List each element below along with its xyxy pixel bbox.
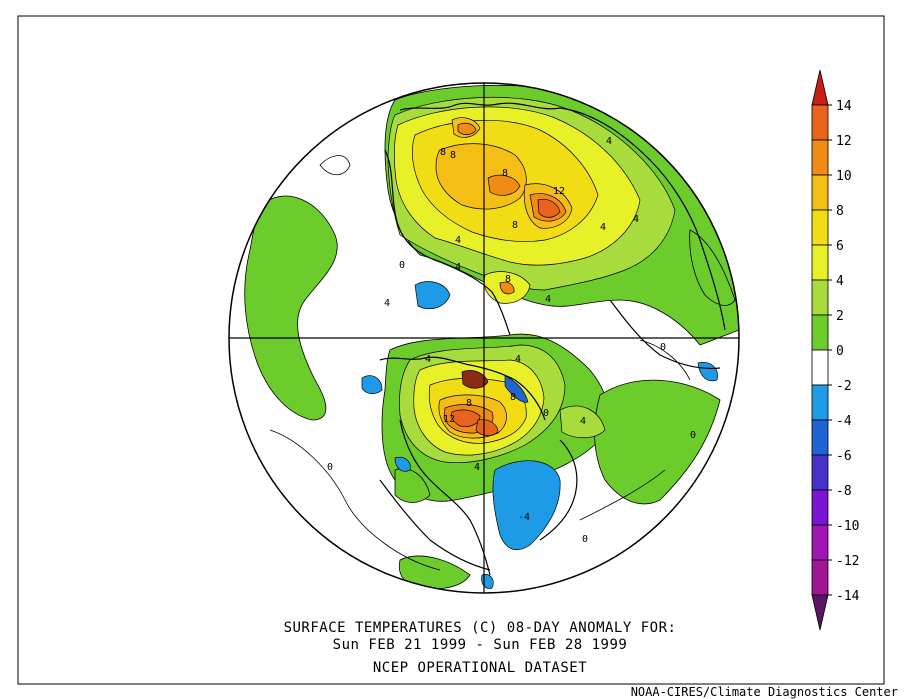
caption-line-2: Sun FEB 21 1999 - Sun FEB 28 1999: [332, 637, 628, 653]
anomaly-fill-neg2-neg4: [361, 281, 718, 589]
contour-label: 4: [600, 222, 606, 233]
caption-line-1: SURFACE TEMPERATURES (C) 08-DAY ANOMALY …: [283, 620, 677, 636]
caption-line-3: NCEP OPERATIONAL DATASET: [372, 660, 588, 676]
contour-label: 4: [545, 294, 551, 305]
colorbar-tick-label: 2: [836, 309, 844, 324]
colorbar-tick-label: -14: [836, 589, 860, 604]
contour-label: 8: [450, 150, 456, 161]
colorbar-bin: [811, 209, 829, 246]
colorbar-bin: [811, 454, 829, 491]
contour-label: 8: [510, 392, 516, 403]
colorbar-bin: [811, 244, 829, 281]
colorbar: 14 12 10 8 6 4 2 0 -2 -4 -6 -8 -10 -12 -14: [811, 69, 860, 631]
colorbar-bin: [811, 349, 829, 386]
contour-label: 4: [455, 262, 461, 273]
contour-label: 4: [384, 298, 390, 309]
colorbar-bin: [811, 279, 829, 316]
contour-label: 12: [443, 414, 455, 425]
anomaly-fill-12-14: [451, 198, 561, 436]
colorbar-tick-label: 6: [836, 239, 844, 254]
anomaly-core-dark: [461, 370, 489, 389]
contour-label: 0: [690, 430, 696, 441]
colorbar-tick-label: -12: [836, 554, 859, 569]
colorbar-bin: [811, 104, 829, 141]
colorbar-tick-label: -4: [836, 414, 852, 429]
colorbar-bin: [811, 524, 829, 561]
credit-text: NOAA-CIRES/Climate Diagnostics Center: [630, 685, 898, 699]
contour-label: 4: [633, 214, 639, 225]
colorbar-bin: [811, 174, 829, 211]
contour-label: 8: [440, 147, 446, 158]
colorbar-tick-label: -10: [836, 519, 859, 534]
contour-label: 4: [474, 462, 480, 473]
colorbar-bin: [811, 139, 829, 176]
contour-label: 8: [466, 398, 472, 409]
colorbar-tick-label: -8: [836, 484, 852, 499]
contour-label: 8: [512, 220, 518, 231]
anomaly-fill-neg4-neg6: [504, 375, 529, 403]
colorbar-bottom-arrow: [811, 594, 829, 631]
contour-label: 4: [515, 354, 521, 365]
coastlines: [379, 102, 726, 576]
contour-label: 4: [580, 416, 586, 427]
colorbar-bin: [811, 559, 829, 596]
colorbar-bin: [811, 489, 829, 526]
contour-label: 0: [582, 534, 588, 545]
contour-label: 8: [505, 274, 511, 285]
polar-map: [229, 83, 739, 593]
colorbar-tick-label: 8: [836, 204, 844, 219]
map-boundary: [228, 82, 740, 594]
colorbar-bin: [811, 314, 829, 351]
colorbar-bin: [811, 384, 829, 421]
colorbar-bin: [811, 419, 829, 456]
contour-label: 0: [399, 260, 405, 271]
contour-label: 4: [606, 136, 612, 147]
colorbar-tick-label: 14: [836, 99, 852, 114]
colorbar-tick-label: -6: [836, 449, 852, 464]
colorbar-tick-label: 4: [836, 274, 844, 289]
colorbar-tick-label: 0: [836, 344, 844, 359]
contour-label: 0: [543, 408, 549, 419]
colorbar-tick-label: -2: [836, 379, 852, 394]
contour-label: 12: [553, 186, 565, 197]
contour-label: -4: [518, 512, 530, 523]
colorbar-tick-label: 12: [836, 134, 852, 149]
contour-label: 4: [455, 235, 461, 246]
colorbar-tick-label: 10: [836, 169, 852, 184]
contour-label: 0: [327, 462, 333, 473]
contour-labels: 8 8 8 12 8 4 4 4 4 4 0 4 8 4 0 4 4 8 12 …: [327, 136, 696, 545]
contour-label: 0: [660, 342, 666, 353]
contour-label: 4: [425, 354, 431, 365]
contour-label: 8: [502, 168, 508, 179]
